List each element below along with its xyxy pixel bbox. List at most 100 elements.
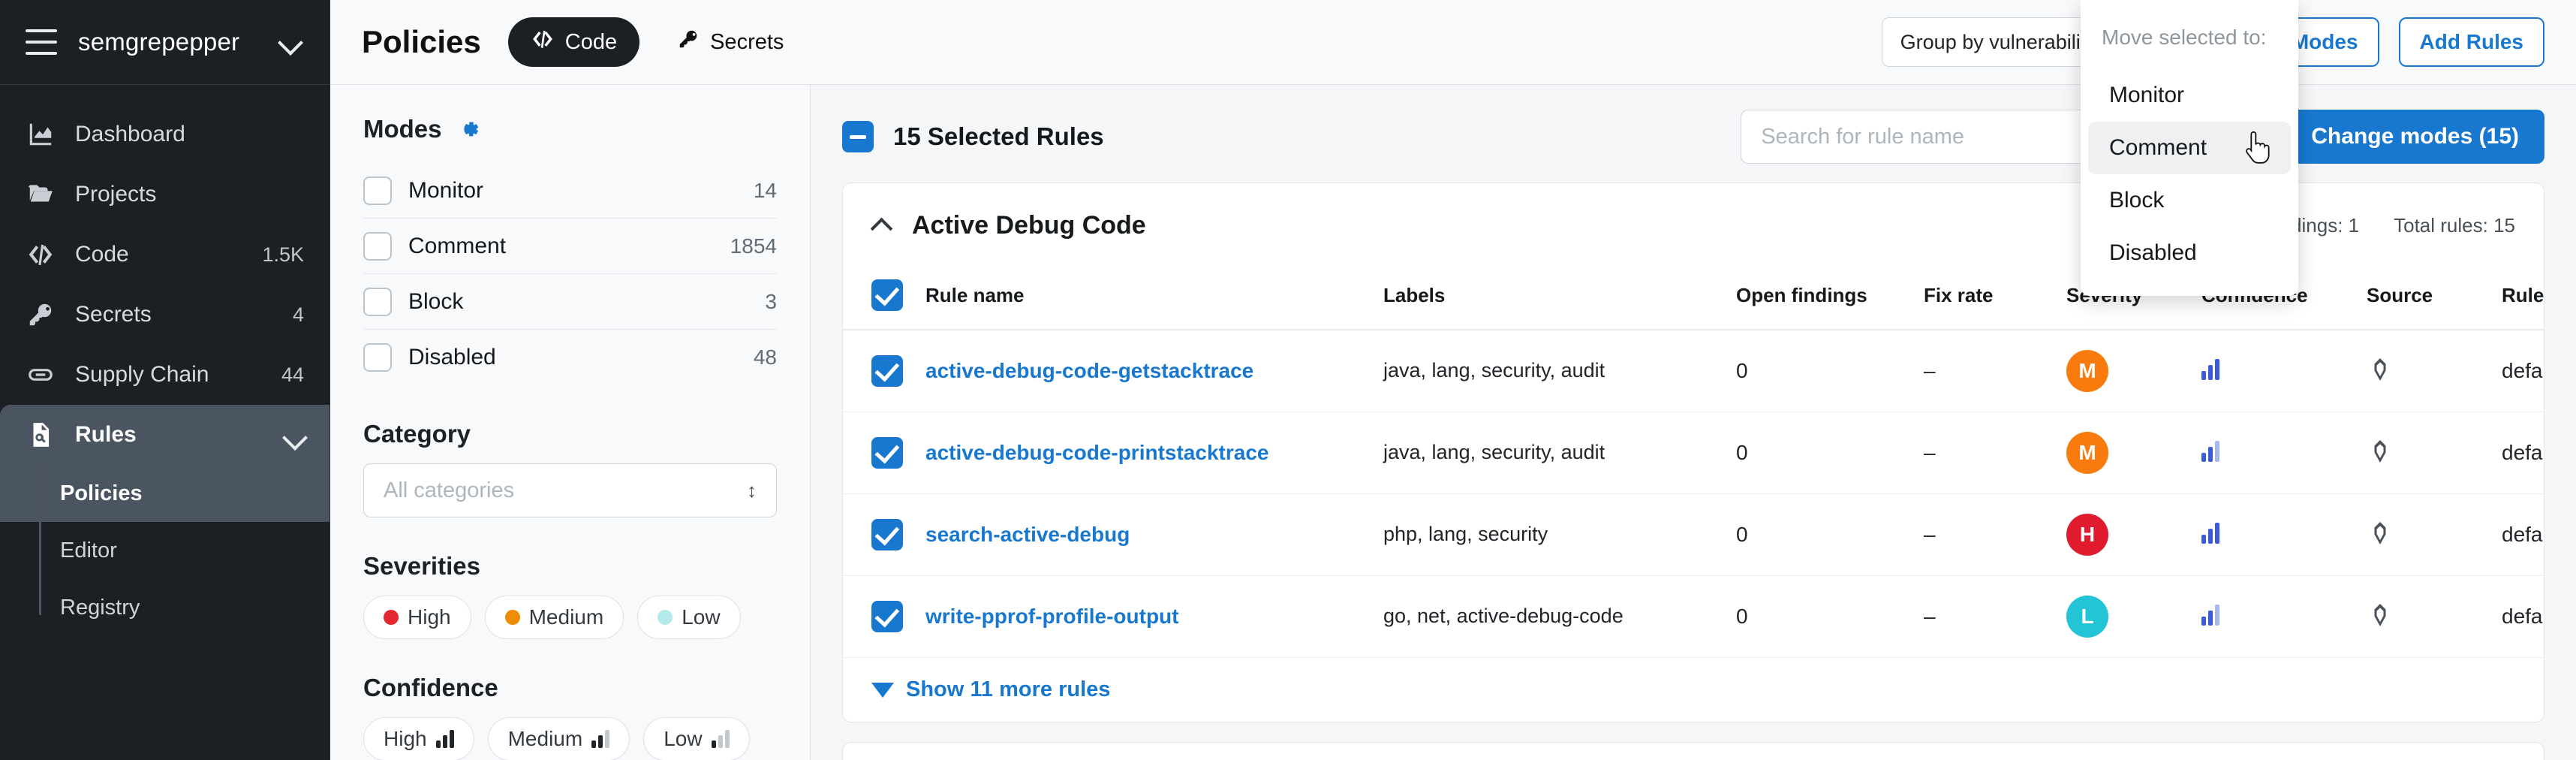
code-brackets-icon — [26, 240, 56, 270]
category-select[interactable]: All categories ↕ — [363, 463, 777, 517]
severity-chip-label: Medium — [528, 605, 604, 629]
selected-count-label: 15 Selected Rules — [893, 122, 1104, 150]
mode-checkbox-disabled[interactable] — [363, 343, 392, 372]
org-name: semgrepepper — [78, 28, 240, 56]
confidence-chip-label: High — [384, 727, 427, 750]
mode-label: Disabled — [408, 345, 496, 369]
severity-chip-low[interactable]: Low — [637, 596, 741, 639]
sidebar-count: 4 — [292, 303, 304, 326]
triangle-down-icon — [871, 682, 894, 698]
tab-code[interactable]: Code — [507, 17, 640, 67]
change-modes-button[interactable]: Change modes (15) — [2286, 110, 2544, 164]
rule-name-link[interactable]: active-debug-code-getstacktrace — [925, 359, 1254, 382]
confidence-bar-icon — [2201, 605, 2367, 626]
dropdown-item-comment[interactable]: Comment — [2088, 122, 2291, 174]
hamburger-icon[interactable] — [26, 29, 57, 55]
ruleset-value: default — [2502, 441, 2544, 464]
chevron-down-icon[interactable] — [278, 29, 304, 55]
severities-title: Severities — [363, 552, 480, 580]
dropdown-item-disabled[interactable]: Disabled — [2109, 240, 2197, 265]
fix-rate-value: – — [1924, 441, 1936, 464]
sidebar-item-dashboard[interactable]: Dashboard — [0, 104, 330, 164]
fix-rate-value: – — [1924, 605, 1936, 628]
gear-icon[interactable] — [456, 116, 481, 142]
sidebar-item-projects[interactable]: Projects — [0, 164, 330, 225]
mode-filter-row[interactable]: Monitor 14 — [363, 163, 777, 219]
rule-group-header[interactable]: Active Debug Code Total findings: 1 Tota… — [843, 183, 2544, 267]
severity-chip-medium[interactable]: Medium — [484, 596, 624, 639]
fix-rate-value: – — [1924, 359, 1936, 382]
sidebar-label: Code — [75, 242, 129, 267]
column-fix-rate: Fix rate — [1924, 267, 2066, 330]
sidebar-item-editor[interactable]: Editor — [0, 522, 330, 579]
severity-chip-high[interactable]: High — [363, 596, 471, 639]
modes-title: Modes — [363, 115, 442, 143]
dropdown-item-block[interactable]: Block — [2109, 188, 2165, 213]
chevron-down-icon[interactable] — [283, 424, 304, 445]
open-findings-value: 0 — [1736, 605, 1748, 628]
category-placeholder: All categories — [384, 478, 515, 502]
sidebar-sub-label: Editor — [60, 538, 117, 562]
severity-chip-label: Low — [682, 605, 721, 629]
sidebar-item-code[interactable]: Code 1.5K — [0, 225, 330, 285]
sidebar-item-secrets[interactable]: Secrets 4 — [0, 285, 330, 345]
mode-filter-row[interactable]: Comment 1854 — [363, 219, 777, 274]
rule-name-link[interactable]: search-active-debug — [925, 523, 1130, 546]
dropdown-item-monitor[interactable]: Monitor — [2109, 83, 2185, 107]
confidence-chip-medium[interactable]: Medium — [487, 717, 630, 760]
tab-secrets-label: Secrets — [710, 29, 784, 54]
row-checkbox[interactable] — [871, 355, 903, 387]
sidebar-item-rules[interactable]: Rules — [0, 405, 330, 465]
open-findings-value: 0 — [1736, 359, 1748, 382]
row-checkbox[interactable] — [871, 519, 903, 550]
bar-chart-icon — [435, 730, 454, 748]
column-rule-name: Rule name — [925, 267, 1383, 330]
select-all-rows-checkbox[interactable] — [871, 279, 903, 311]
tab-secrets[interactable]: Secrets — [667, 17, 794, 67]
document-search-icon — [26, 420, 56, 450]
row-checkbox[interactable] — [871, 601, 903, 632]
rule-name-link[interactable]: write-pprof-profile-output — [925, 605, 1179, 628]
sidebar-item-registry[interactable]: Registry — [0, 579, 330, 636]
next-rule-group-header[interactable]: Code Injection — [843, 743, 2544, 760]
confidence-chip-label: Medium — [507, 727, 583, 750]
modes-filter-list: Monitor 14 Comment 1854 Block 3 — [363, 163, 777, 385]
mode-checkbox-block[interactable] — [363, 287, 392, 316]
rule-group-title: Active Debug Code — [912, 210, 1146, 240]
mode-label: Comment — [408, 233, 507, 258]
add-rules-button[interactable]: Add Rules — [2398, 17, 2544, 67]
mode-count: 1854 — [730, 234, 777, 258]
select-all-checkbox[interactable] — [842, 121, 874, 152]
rule-labels: java, lang, security, audit — [1383, 441, 1605, 464]
table-row[interactable]: write-pprof-profile-output go, net, acti… — [843, 575, 2544, 658]
severity-dot-icon — [504, 610, 520, 625]
column-labels: Labels — [1383, 267, 1736, 330]
row-checkbox[interactable] — [871, 437, 903, 469]
mode-checkbox-monitor[interactable] — [363, 176, 392, 205]
severity-dot-icon — [658, 610, 673, 625]
row-checkbox-cell — [843, 575, 925, 658]
sidebar: semgrepepper Dashboard Projects — [0, 0, 330, 760]
sidebar-label: Supply Chain — [75, 362, 209, 387]
confidence-chip-low[interactable]: Low — [643, 717, 750, 760]
mode-filter-row[interactable]: Disabled 48 — [363, 330, 777, 385]
mode-filter-row[interactable]: Block 3 — [363, 274, 777, 330]
table-row[interactable]: active-debug-code-printstacktrace java, … — [843, 412, 2544, 494]
open-findings-value: 0 — [1736, 441, 1748, 464]
mode-checkbox-comment[interactable] — [363, 231, 392, 261]
rules-table-area: 15 Selected Rules Change modes (15) Acti… — [811, 85, 2576, 760]
mode-label: Block — [408, 288, 464, 314]
chevron-up-icon[interactable] — [871, 215, 892, 236]
org-switcher[interactable]: semgrepepper — [0, 0, 330, 85]
rule-name-link[interactable]: active-debug-code-printstacktrace — [925, 441, 1269, 464]
sidebar-item-policies[interactable]: Policies — [0, 465, 330, 522]
confidence-title: Confidence — [363, 674, 498, 701]
confidence-chip-high[interactable]: High — [363, 717, 474, 760]
sidebar-nav: Dashboard Projects Code 1.5K — [0, 85, 330, 636]
severity-badge: M — [2066, 432, 2108, 474]
sidebar-label: Dashboard — [75, 122, 185, 146]
table-row[interactable]: search-active-debug php, lang, security … — [843, 493, 2544, 576]
sidebar-item-supply-chain[interactable]: Supply Chain 44 — [0, 345, 330, 405]
show-more-rules-button[interactable]: Show 11 more rules — [843, 658, 2544, 722]
table-row[interactable]: active-debug-code-getstacktrace java, la… — [843, 330, 2544, 412]
